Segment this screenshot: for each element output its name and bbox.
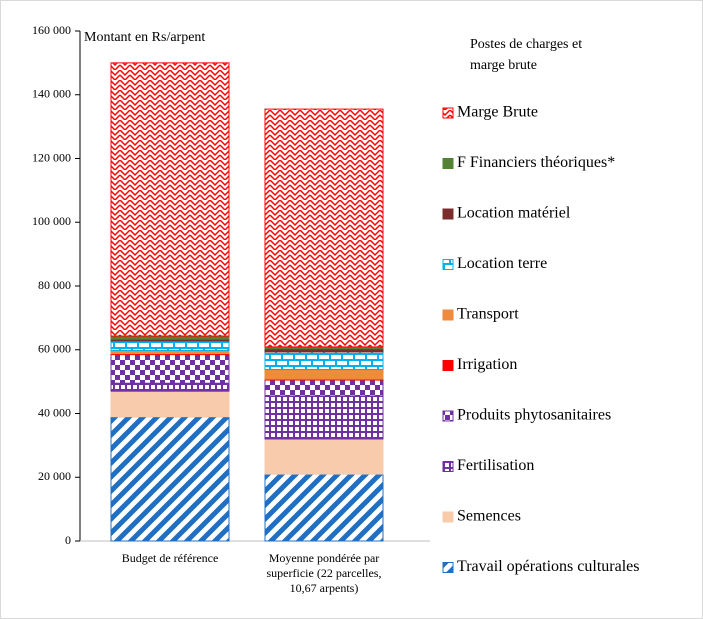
x-tick-label: Moyenne pondérée par superficie (22 parce… (267, 551, 382, 595)
y-tick-label: 120 000 (32, 150, 71, 164)
bar-segment (264, 108, 384, 348)
y-tick-label: 20 000 (38, 469, 71, 483)
bar-segment (264, 369, 384, 380)
bar-segment (110, 390, 230, 418)
legend-label: Fertilisation (457, 457, 534, 474)
legend-swatch (442, 309, 454, 321)
legend-swatch (442, 158, 454, 169)
y-axis-label: Montant en Rs/arpent (84, 30, 205, 45)
y-tick-label: 160 000 (32, 23, 71, 37)
legend-swatch (442, 360, 454, 371)
legend-swatch (442, 107, 454, 119)
bar-segment (264, 379, 384, 397)
legend-label: Semences (457, 508, 521, 525)
legend-swatch (442, 511, 454, 523)
legend-label: Location terre (457, 255, 547, 272)
legend-label: Irrigation (457, 356, 517, 373)
legend-swatch (442, 461, 454, 472)
bar-segment (264, 395, 384, 440)
legend-label: Travail opérations culturales (457, 558, 639, 575)
legend-swatch (442, 410, 454, 422)
bar-segment (110, 62, 230, 337)
y-tick-label: 80 000 (38, 278, 71, 292)
legend-swatch (442, 259, 454, 270)
bar-segment (264, 351, 384, 371)
bar-segment (110, 354, 230, 384)
legend-label: Produits phytosanitaires (457, 407, 611, 424)
bar-segment (110, 382, 230, 392)
bar-segment (264, 438, 384, 475)
legend-label: Location matériel (457, 205, 571, 222)
y-tick-label: 0 (65, 533, 71, 547)
legend-title: Postes de charges et marge brute (470, 37, 582, 73)
legend-swatch (442, 208, 454, 220)
legend-label: F Financiers théoriques* (457, 154, 615, 171)
x-tick-label: Budget de référence (122, 551, 219, 565)
bar-segment (110, 340, 230, 351)
y-tick-label: 140 000 (32, 87, 71, 101)
y-tick-label: 60 000 (38, 342, 71, 356)
legend-swatch (442, 562, 454, 573)
bar-segment (110, 416, 230, 542)
y-tick-label: 40 000 (38, 405, 71, 419)
y-tick-label: 100 000 (32, 214, 71, 228)
bar-segment (264, 473, 384, 542)
legend-label: Marge Brute (457, 104, 538, 121)
legend-label: Transport (457, 306, 519, 323)
